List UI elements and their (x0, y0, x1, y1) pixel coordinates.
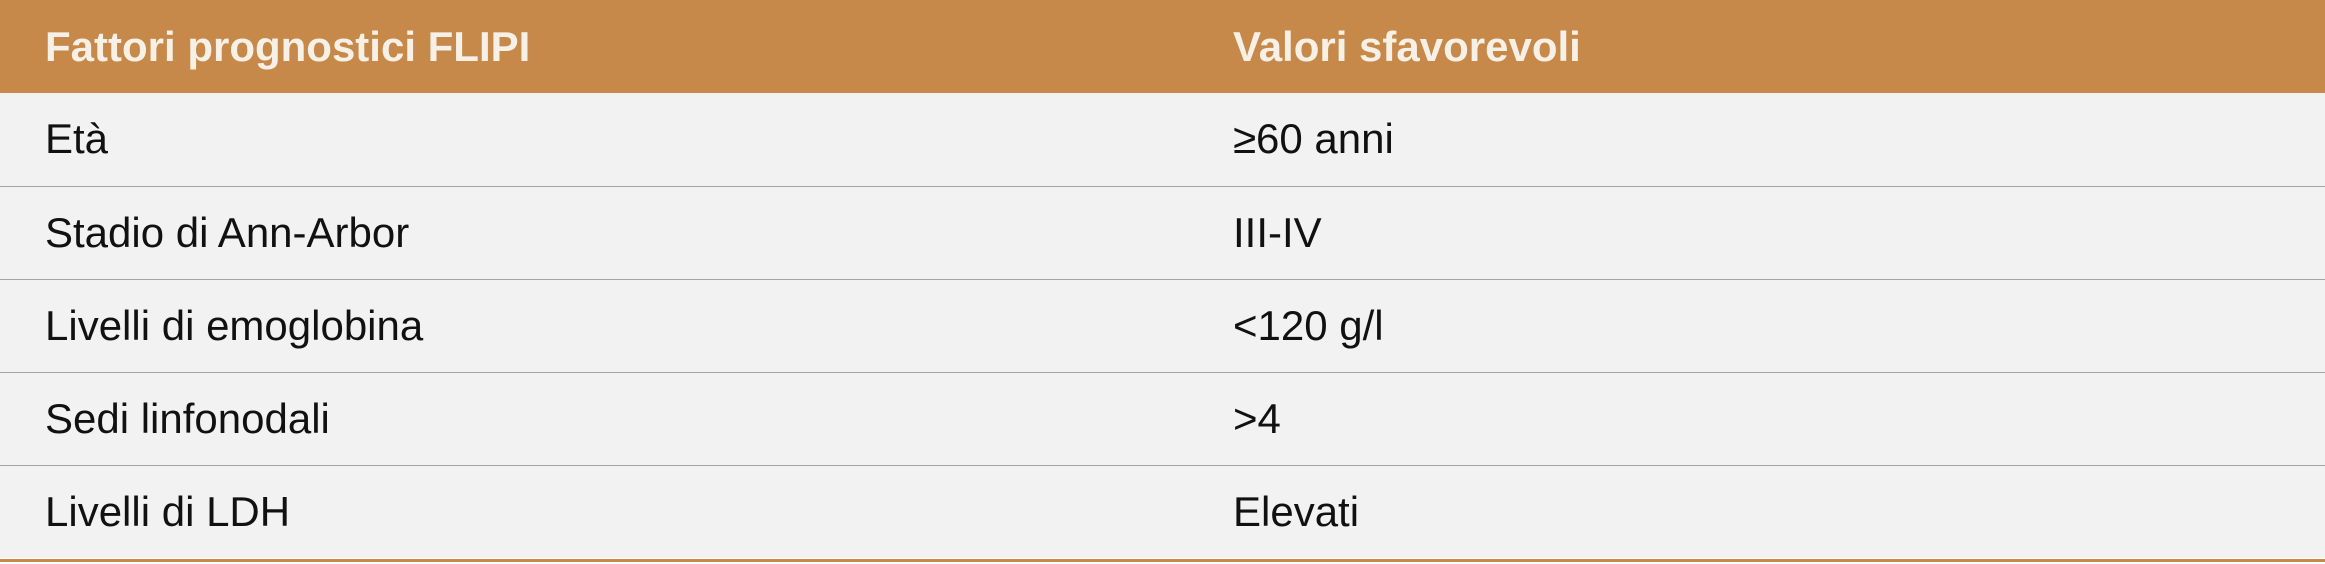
cell-factor: Età (0, 93, 1188, 186)
table-row: Età ≥60 anni (0, 93, 2325, 186)
cell-value: Elevati (1188, 464, 2325, 558)
cell-value: III-IV (1188, 185, 2325, 279)
header-row: Fattori prognostici FLIPI Valori sfavore… (0, 0, 2325, 93)
cell-value: <120 g/l (1188, 278, 2325, 372)
header-cell-value: Valori sfavorevoli (1188, 0, 2325, 93)
table-row: Stadio di Ann-Arbor III-IV (0, 185, 2325, 279)
cell-factor: Livelli di emoglobina (0, 278, 1188, 372)
table-row: Livelli di emoglobina <120 g/l (0, 278, 2325, 372)
table-body: Età ≥60 anni Stadio di Ann-Arbor III-IV … (0, 93, 2325, 558)
cell-factor: Stadio di Ann-Arbor (0, 185, 1188, 279)
table-row: Livelli di LDH Elevati (0, 464, 2325, 558)
table-header: Fattori prognostici FLIPI Valori sfavore… (0, 0, 2325, 93)
cell-factor: Livelli di LDH (0, 464, 1188, 558)
cell-value: ≥60 anni (1188, 93, 2325, 186)
cell-value: >4 (1188, 371, 2325, 465)
table-row: Sedi linfonodali >4 (0, 371, 2325, 465)
header-cell-factor: Fattori prognostici FLIPI (0, 0, 1188, 93)
cell-factor: Sedi linfonodali (0, 371, 1188, 465)
